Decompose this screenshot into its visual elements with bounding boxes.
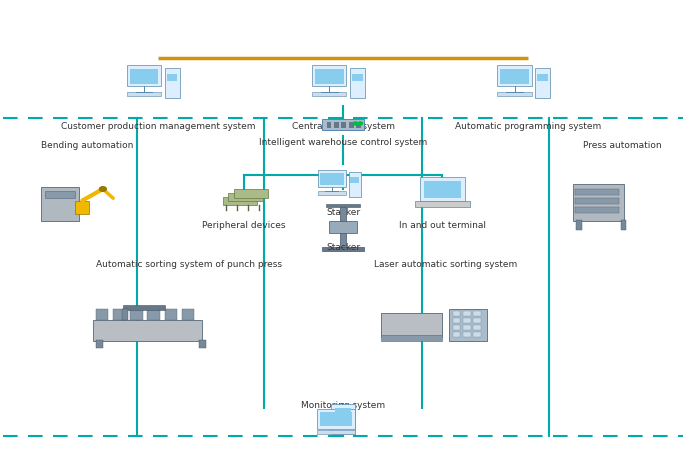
FancyBboxPatch shape	[537, 74, 548, 82]
FancyBboxPatch shape	[381, 313, 442, 337]
FancyBboxPatch shape	[312, 65, 346, 86]
FancyBboxPatch shape	[167, 74, 178, 82]
FancyBboxPatch shape	[351, 177, 359, 183]
FancyBboxPatch shape	[312, 92, 346, 96]
FancyBboxPatch shape	[326, 204, 360, 207]
FancyBboxPatch shape	[75, 201, 89, 214]
FancyBboxPatch shape	[575, 198, 619, 204]
FancyBboxPatch shape	[449, 309, 487, 341]
FancyBboxPatch shape	[424, 181, 461, 198]
FancyBboxPatch shape	[621, 220, 626, 230]
FancyBboxPatch shape	[500, 69, 529, 83]
FancyBboxPatch shape	[342, 123, 346, 128]
FancyBboxPatch shape	[320, 173, 344, 185]
Text: Monitoring system: Monitoring system	[301, 401, 385, 410]
FancyBboxPatch shape	[329, 221, 357, 233]
FancyBboxPatch shape	[350, 68, 365, 98]
FancyBboxPatch shape	[573, 184, 624, 221]
Text: Press automation: Press automation	[583, 141, 662, 150]
FancyBboxPatch shape	[463, 325, 471, 330]
FancyBboxPatch shape	[182, 309, 194, 320]
Text: Intelligent warehouse control system: Intelligent warehouse control system	[259, 138, 427, 148]
Text: Customer production management system: Customer production management system	[60, 122, 255, 131]
FancyBboxPatch shape	[497, 92, 532, 96]
FancyBboxPatch shape	[327, 123, 331, 128]
FancyBboxPatch shape	[463, 311, 471, 316]
FancyBboxPatch shape	[575, 207, 619, 213]
FancyBboxPatch shape	[45, 191, 75, 198]
FancyBboxPatch shape	[223, 197, 257, 205]
FancyBboxPatch shape	[334, 123, 339, 128]
FancyBboxPatch shape	[497, 65, 532, 86]
FancyBboxPatch shape	[317, 430, 355, 434]
Text: Peripheral devices: Peripheral devices	[202, 221, 285, 230]
FancyBboxPatch shape	[234, 189, 268, 198]
FancyBboxPatch shape	[127, 92, 161, 96]
FancyBboxPatch shape	[453, 311, 460, 316]
Text: Stacker: Stacker	[326, 208, 360, 218]
FancyBboxPatch shape	[147, 309, 160, 320]
FancyBboxPatch shape	[575, 189, 619, 195]
FancyBboxPatch shape	[318, 191, 346, 195]
FancyBboxPatch shape	[228, 193, 263, 201]
Text: Central control system: Central control system	[292, 122, 394, 131]
FancyBboxPatch shape	[93, 320, 202, 341]
FancyBboxPatch shape	[322, 247, 364, 251]
Text: Automatic sorting system of punch press: Automatic sorting system of punch press	[96, 260, 282, 270]
Text: Bending automation: Bending automation	[41, 141, 134, 150]
FancyBboxPatch shape	[453, 325, 460, 330]
FancyBboxPatch shape	[473, 332, 481, 337]
FancyBboxPatch shape	[130, 69, 158, 83]
Circle shape	[358, 122, 362, 125]
FancyBboxPatch shape	[352, 74, 363, 82]
FancyBboxPatch shape	[96, 340, 103, 348]
FancyBboxPatch shape	[130, 309, 143, 320]
Text: In and out terminal: In and out terminal	[399, 221, 486, 230]
FancyBboxPatch shape	[453, 318, 460, 323]
FancyBboxPatch shape	[123, 305, 165, 310]
FancyBboxPatch shape	[576, 220, 582, 230]
FancyBboxPatch shape	[320, 413, 352, 426]
FancyBboxPatch shape	[315, 69, 344, 83]
FancyBboxPatch shape	[113, 309, 126, 320]
Text: Stacker: Stacker	[326, 243, 360, 252]
FancyBboxPatch shape	[165, 68, 180, 98]
Text: Laser automatic sorting system: Laser automatic sorting system	[374, 260, 517, 270]
FancyBboxPatch shape	[463, 332, 471, 337]
FancyBboxPatch shape	[473, 325, 481, 330]
FancyBboxPatch shape	[317, 409, 355, 429]
FancyBboxPatch shape	[41, 187, 79, 221]
Circle shape	[353, 122, 357, 125]
FancyBboxPatch shape	[463, 318, 471, 323]
FancyBboxPatch shape	[165, 309, 177, 320]
FancyBboxPatch shape	[473, 318, 481, 323]
Text: Automatic programming system: Automatic programming system	[455, 122, 602, 131]
FancyBboxPatch shape	[322, 119, 364, 130]
FancyBboxPatch shape	[122, 309, 128, 320]
FancyBboxPatch shape	[535, 68, 550, 98]
FancyBboxPatch shape	[348, 172, 361, 197]
FancyBboxPatch shape	[415, 201, 470, 207]
FancyBboxPatch shape	[473, 311, 481, 316]
FancyBboxPatch shape	[356, 123, 361, 128]
FancyBboxPatch shape	[318, 170, 346, 187]
FancyBboxPatch shape	[340, 205, 346, 247]
FancyBboxPatch shape	[331, 404, 355, 434]
FancyBboxPatch shape	[199, 340, 206, 348]
FancyBboxPatch shape	[453, 332, 460, 337]
FancyBboxPatch shape	[420, 177, 465, 201]
FancyBboxPatch shape	[127, 65, 161, 86]
FancyBboxPatch shape	[335, 408, 351, 417]
Circle shape	[99, 187, 106, 191]
FancyBboxPatch shape	[381, 335, 442, 341]
FancyBboxPatch shape	[348, 123, 354, 128]
FancyBboxPatch shape	[96, 309, 108, 320]
